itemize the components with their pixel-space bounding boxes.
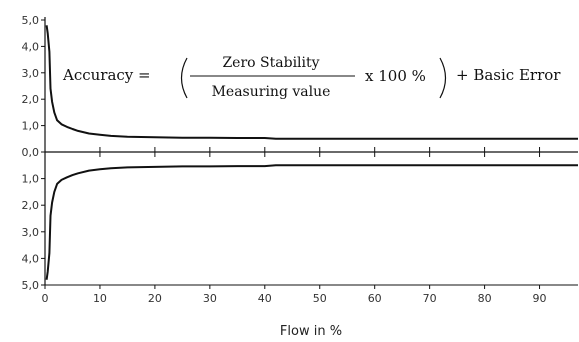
y-tick-label: 1,0 [22,120,40,133]
formula-denominator: Measuring value [212,84,331,100]
x-tick-label: 30 [203,292,217,305]
formula-multiplier: x 100 % [365,67,426,85]
series-layer [45,25,578,280]
y-tick-label: 5,0 [22,279,40,292]
y-tick-label: 1,0 [22,173,40,186]
x-tick-label: 90 [533,292,547,305]
x-tick-label: 60 [368,292,382,305]
formula-right-paren [439,57,447,99]
x-tick-label: 20 [148,292,162,305]
y-tick-label: 2,0 [22,93,40,106]
y-tick-label: 3,0 [22,67,40,80]
y-tick-label: 3,0 [22,226,40,239]
series-line-negative [45,164,578,280]
x-tick-label: 80 [478,292,492,305]
formula-numerator: Zero Stability [222,55,319,71]
formula-lhs: Accuracy = [62,66,151,84]
x-tick-label: 40 [258,292,272,305]
x-tick-label: 0 [42,292,49,305]
x-tick-label: 10 [93,292,107,305]
y-ticks: 5,0 4,0 3,0 2,0 1,0 0,0 1,0 2,0 3,0 4,0 5,0 [22,14,45,292]
x-ticks: 0 10 20 30 40 50 60 70 80 90 [42,147,547,305]
x-tick-label: 70 [423,292,437,305]
y-tick-label: 2,0 [22,199,40,212]
axes [44,17,578,286]
accuracy-formula: Accuracy = Zero Stability Measuring valu… [62,55,561,100]
y-tick-label: 5,0 [22,14,40,27]
x-tick-label: 50 [313,292,327,305]
x-axis-title: Flow in % [280,324,342,339]
formula-left-paren [180,57,188,99]
y-tick-label: 4,0 [22,40,40,53]
series-line-positive [45,25,578,140]
y-tick-label: 4,0 [22,252,40,265]
formula-rhs: + Basic Error [456,66,561,84]
y-tick-label: 0,0 [22,146,40,159]
